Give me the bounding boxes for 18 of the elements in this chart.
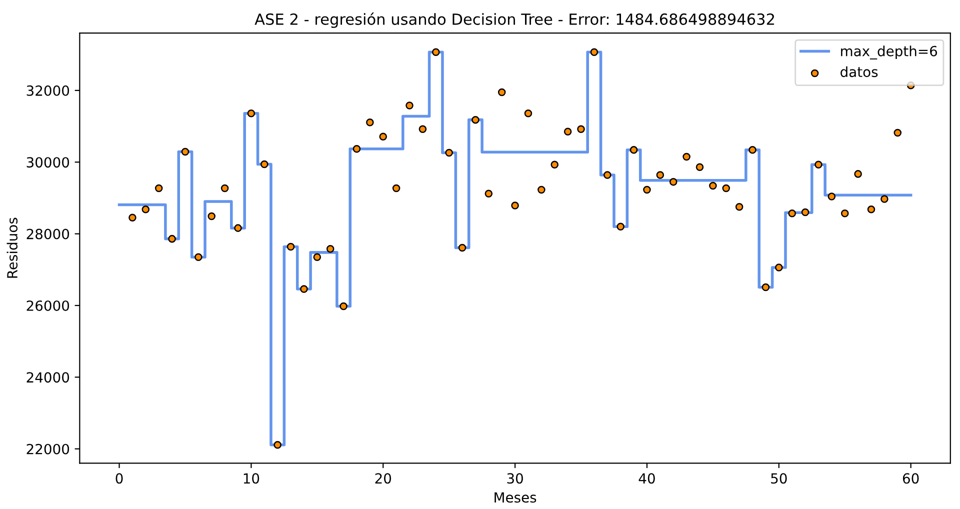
y-tick-label: 32000 [26,85,70,96]
x-axis-title: Meses [494,492,536,503]
x-tick-label: 40 [638,473,655,484]
x-tick-label: 0 [116,473,123,484]
x-tick-label: 30 [507,473,523,484]
y-tick-label: 28000 [26,228,70,240]
y-tick-label: 26000 [26,300,70,311]
y-axis-title: Residuos [6,218,18,278]
x-tick-label: 60 [902,473,919,484]
y-tick-label: 22000 [26,444,70,454]
x-tick-label: 50 [771,473,787,484]
legend-label: datos [840,66,878,78]
y-tick-label: 24000 [26,372,70,383]
chart-title: ASE 2 - regresión usando Decision Tree - Error: 1484.686498894632 [254,12,774,28]
x-tick-label: 10 [244,473,260,484]
legend-label: max_depth=6 [841,46,938,60]
x-tick-label: 20 [375,473,392,484]
y-tick-label: 30000 [26,157,70,168]
